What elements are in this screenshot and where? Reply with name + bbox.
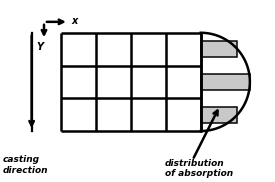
Text: x: x <box>72 16 78 26</box>
Bar <box>201 41 237 57</box>
Text: distribution
of absorption: distribution of absorption <box>165 159 233 178</box>
Bar <box>201 74 250 90</box>
Text: Y: Y <box>36 42 43 52</box>
Text: casting
direction: casting direction <box>3 155 48 175</box>
Bar <box>201 107 237 122</box>
